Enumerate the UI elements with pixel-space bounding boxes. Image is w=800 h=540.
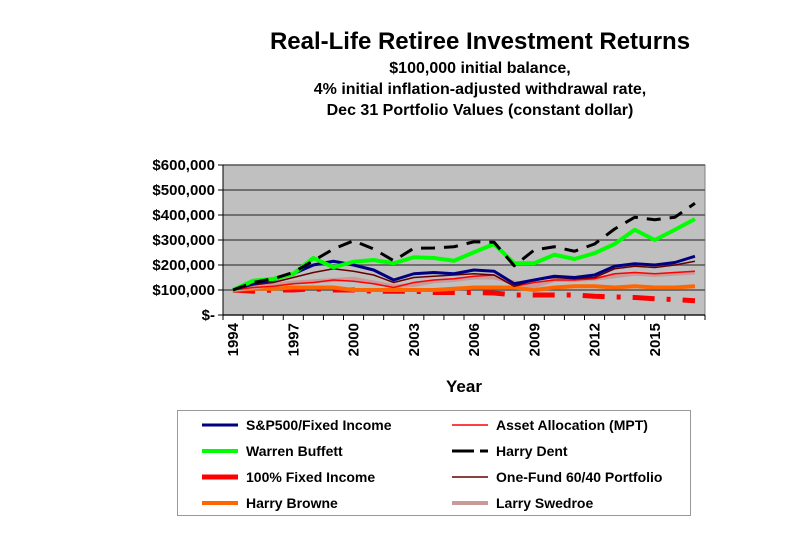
legend-swatch	[202, 474, 238, 480]
series-line-warren-buffett	[232, 217, 696, 292]
legend-swatch	[452, 449, 488, 453]
y-tick-label: $200,000	[152, 257, 215, 274]
x-tick-label: 2012	[587, 323, 604, 356]
chart-subtitle-3: Dec 31 Portfolio Values (constant dollar…	[326, 102, 634, 119]
y-tick-label: $-	[202, 307, 215, 324]
legend-label: 100% Fixed Income	[246, 469, 376, 485]
x-tick-label: 2015	[647, 323, 664, 356]
chart-title: Real-Life Retiree Investment Returns	[269, 28, 691, 55]
legend-swatch	[202, 423, 238, 427]
legend-swatch	[452, 424, 488, 426]
legend-label: S&P500/Fixed Income	[246, 417, 392, 433]
y-tick-label: $600,000	[152, 157, 215, 174]
y-tick-label: $400,000	[152, 207, 215, 224]
series-line-100-fixed-income	[232, 286, 696, 304]
series-line-one-fund-60-40-portfolio	[232, 260, 696, 291]
plot: $- $100,000 $200,000 $300,000 $400,000 $500,0…	[152, 157, 706, 396]
legend-label: One-Fund 60/40 Portfolio	[496, 469, 663, 485]
x-tick-label: 2003	[406, 323, 423, 356]
x-tick-label: 1997	[285, 323, 302, 356]
y-tick-label: $300,000	[152, 232, 215, 249]
x-tick-label: 1994	[225, 322, 242, 356]
legend-swatch	[202, 501, 238, 505]
legend-swatch	[202, 449, 238, 453]
chart-subtitle-1: $100,000 initial balance,	[389, 60, 571, 77]
x-tick-label: 2000	[346, 323, 363, 356]
legend-label: Asset Allocation (MPT)	[496, 417, 648, 433]
series-line-s-p500-fixed-income	[232, 254, 696, 292]
series-line-harry-browne	[232, 284, 696, 292]
legend-swatch	[452, 501, 488, 505]
series-line-harry-dent	[232, 202, 696, 292]
legend-label: Larry Swedroe	[496, 495, 594, 511]
legend-swatch	[452, 476, 488, 478]
chart-subtitle-2: 4% initial inflation-adjusted withdrawal…	[313, 81, 647, 98]
y-tick-label: $100,000	[152, 282, 215, 299]
x-tick-label: 2006	[466, 323, 483, 356]
legend-label: Warren Buffett	[246, 443, 343, 459]
x-tick-label: 2009	[526, 323, 543, 356]
legend: S&P500/Fixed Income Asset Allocation (MPT…	[177, 410, 691, 516]
legend-label: Harry Browne	[246, 495, 338, 511]
y-tick-label: $500,000	[152, 182, 215, 199]
x-axis-label: Year	[446, 377, 482, 396]
legend-label: Harry Dent	[496, 443, 568, 459]
series-line-larry-swedroe	[232, 270, 696, 292]
series-line-asset-allocation-mpt-	[232, 270, 696, 291]
